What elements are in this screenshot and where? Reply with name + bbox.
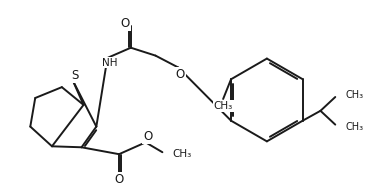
Text: CH₃: CH₃ xyxy=(345,121,363,132)
Text: CH₃: CH₃ xyxy=(213,101,233,111)
Text: CH₃: CH₃ xyxy=(172,149,191,159)
Text: NH: NH xyxy=(102,58,118,67)
Text: S: S xyxy=(71,69,78,82)
Text: CH₃: CH₃ xyxy=(345,90,363,100)
Text: O: O xyxy=(114,173,124,186)
Text: O: O xyxy=(175,68,185,81)
Text: O: O xyxy=(120,17,130,30)
Text: O: O xyxy=(143,130,152,143)
